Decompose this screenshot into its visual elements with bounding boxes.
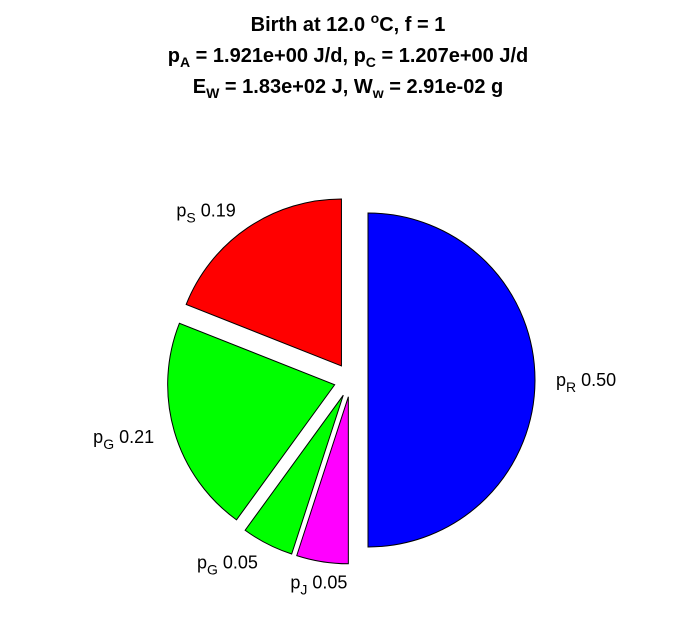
pie-slice-2 <box>244 394 344 555</box>
pie-slice-label-3: pG 0.21 <box>93 427 154 452</box>
pie-slice-label-4: pS 0.19 <box>176 200 235 225</box>
pie-slice-label-2: pG 0.05 <box>197 553 258 578</box>
title-line-1: Birth at 12.0 oC, f = 1 <box>250 10 446 36</box>
pie-slice-label-0: pR 0.50 <box>556 370 616 395</box>
pie-slice-4 <box>185 198 342 367</box>
pie-slice-label-1: pJ 0.05 <box>290 572 347 597</box>
title-line-3: EW = 1.83e+02 J, Ww = 2.91e-02 g <box>192 76 504 101</box>
pie-slice-1 <box>296 396 349 565</box>
pie-slice-0 <box>367 212 536 548</box>
chart-title: Birth at 12.0 oC, f = 1 pA = 1.921e+00 J… <box>0 10 696 103</box>
title-line-2: pA = 1.921e+00 J/d, pC = 1.207e+00 J/d <box>167 45 529 70</box>
pie-slice-3 <box>167 322 336 521</box>
